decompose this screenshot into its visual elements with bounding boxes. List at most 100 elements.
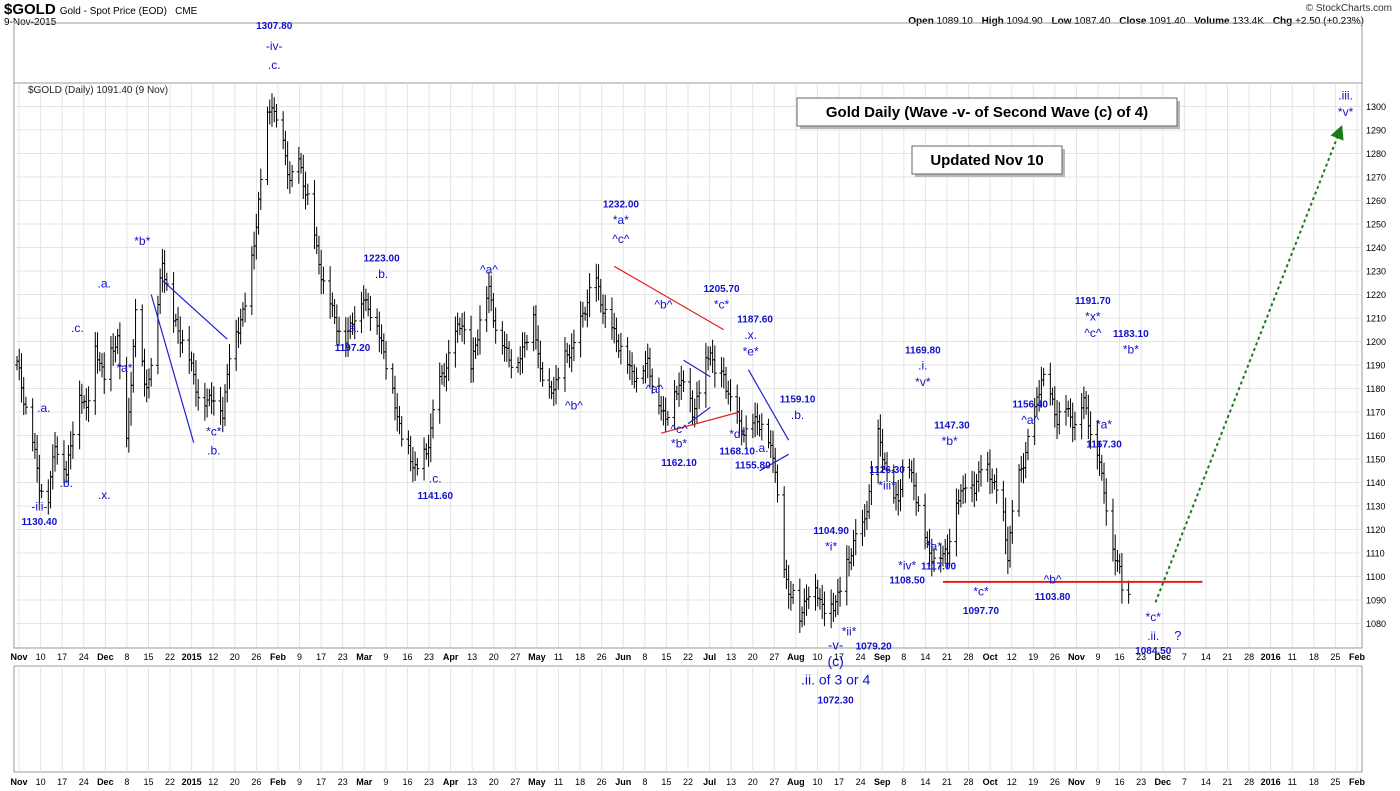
ohlc-bar [1079, 393, 1084, 440]
x-tick-label: Aug [787, 652, 805, 662]
ohlc-bar [786, 564, 791, 609]
open-value: 1089.10 [936, 16, 973, 27]
wave-label: *v* [915, 375, 931, 389]
ohlc-bar [914, 472, 919, 516]
wave-label: 1155.80 [735, 460, 771, 471]
x-tick-label-bottom: 8 [901, 777, 906, 787]
ohlc-bar [932, 548, 937, 572]
ohlc-bar [1084, 390, 1089, 415]
ohlc-bar [437, 362, 442, 424]
ohlc-bar [847, 545, 852, 577]
ohlc-bar [554, 364, 559, 405]
ohlc-bar [710, 339, 715, 374]
ohlc-bar [802, 588, 807, 626]
y-tick-label: 1100 [1366, 572, 1385, 582]
y-tick-label: 1260 [1366, 196, 1386, 206]
y-tick-label: 1270 [1366, 173, 1386, 183]
ohlc-bar [155, 295, 160, 375]
ticker-symbol: $GOLD Gold - Spot Price (EOD) CME [4, 1, 197, 18]
ohlc-bar [507, 341, 512, 368]
ohlc-bar [844, 545, 849, 606]
x-tick-label-bottom: 14 [1201, 777, 1211, 787]
date-axis-top: Nov 10 17 24 Dec 8 15 22 2015 12 20 26 Feb 9 17 23 Mar 9 1… [10, 652, 1365, 662]
x-tick-label-bottom: 17 [316, 777, 326, 787]
wave-label: 1191.70 [1075, 296, 1111, 307]
y-tick-label: 1200 [1366, 337, 1386, 347]
wave-label: .ii. [1147, 629, 1159, 643]
wave-label: ^c^ [612, 232, 630, 246]
y-tick-label: 1180 [1366, 384, 1385, 394]
ohlc-bar [531, 306, 536, 352]
low-value: 1087.40 [1074, 16, 1111, 27]
ohlc-bar [1005, 526, 1010, 575]
ohlc-bar [415, 457, 420, 476]
ohlc-bar [990, 468, 995, 494]
ohlc-bar [108, 335, 113, 392]
ohlc-bar [647, 347, 652, 387]
wave-label: ^a^ [1021, 413, 1039, 427]
x-tick-label: 2015 [182, 652, 202, 662]
ohlc-bar [708, 346, 713, 366]
wave-label: ^c^ [670, 422, 688, 436]
ohlc-bar [869, 460, 874, 505]
ohlc-bar [1086, 394, 1091, 440]
ohlc-bar [30, 398, 35, 452]
ohlc-bar [334, 304, 339, 345]
title-boxes: Gold Daily (Wave -v- of Second Wave (c) … [796, 97, 1180, 177]
wave-label: 1126.30 [869, 465, 905, 476]
wave-label: 1117.00 [921, 561, 956, 572]
x-tick-label: Oct [983, 652, 998, 662]
ohlc-bar [462, 311, 467, 345]
ohlc-bar [426, 434, 431, 467]
ohlc-bar [502, 331, 507, 362]
ohlc-bar [269, 93, 274, 127]
y-tick-label: 1150 [1366, 455, 1385, 465]
x-tick-label: 23 [424, 652, 434, 662]
ohlc-bar [755, 403, 760, 436]
ohlc-bar [70, 421, 75, 459]
ohlc-bar [238, 308, 243, 345]
x-tick-label-bottom: Dec [1155, 777, 1172, 787]
volume-label: Volume [1194, 16, 1230, 27]
wave-label: .a. [755, 441, 768, 455]
x-tick-label-bottom: 9 [1096, 777, 1101, 787]
x-tick-label: Jul [703, 652, 716, 662]
ohlc-bar [381, 333, 386, 360]
x-tick-label-bottom: 28 [964, 777, 974, 787]
x-tick-label-bottom: 12 [208, 777, 218, 787]
ohlc-bar [484, 286, 489, 333]
x-tick-label: 9 [297, 652, 302, 662]
x-tick-label: 14 [920, 652, 930, 662]
ohlc-bar [578, 301, 583, 358]
wave-label: 1167.30 [1086, 439, 1122, 450]
ohlc-bar [413, 451, 418, 481]
x-tick-label-bottom: 13 [726, 777, 736, 787]
blue-trendline [683, 359, 711, 378]
wave-label: .c. [429, 472, 442, 486]
ohlc-bar [1113, 534, 1118, 576]
ohlc-bar [853, 519, 858, 556]
x-tick-label-bottom: 14 [920, 777, 930, 787]
ohlc-bar [283, 130, 288, 166]
ohlc-bar [133, 298, 138, 358]
ohlc-bar [569, 333, 574, 373]
wave-label: *a* [926, 540, 942, 554]
x-tick-label-bottom: Aug [787, 777, 805, 787]
ohlc-bar [493, 307, 498, 344]
title-box: Gold Daily (Wave -v- of Second Wave (c) … [796, 97, 1180, 129]
ohlc-bar [800, 606, 805, 628]
y-tick-label: 1190 [1366, 361, 1385, 371]
x-tick-label: Dec [97, 652, 114, 662]
ohlc-bar [368, 295, 373, 331]
ticker-description: Gold - Spot Price (EOD) [59, 6, 167, 17]
ohlc-bar [961, 475, 966, 505]
x-tick-label-bottom: 22 [683, 777, 693, 787]
x-tick-label-bottom: 25 [1330, 777, 1340, 787]
ohlc-bar [753, 402, 758, 438]
ohlc-bar [319, 249, 324, 295]
ohlc-bar [23, 396, 28, 415]
ohlc-bar [164, 272, 169, 291]
x-tick-label-bottom: 17 [834, 777, 844, 787]
wave-label: -iii- [31, 500, 47, 514]
x-tick-label-bottom: 8 [124, 777, 129, 787]
